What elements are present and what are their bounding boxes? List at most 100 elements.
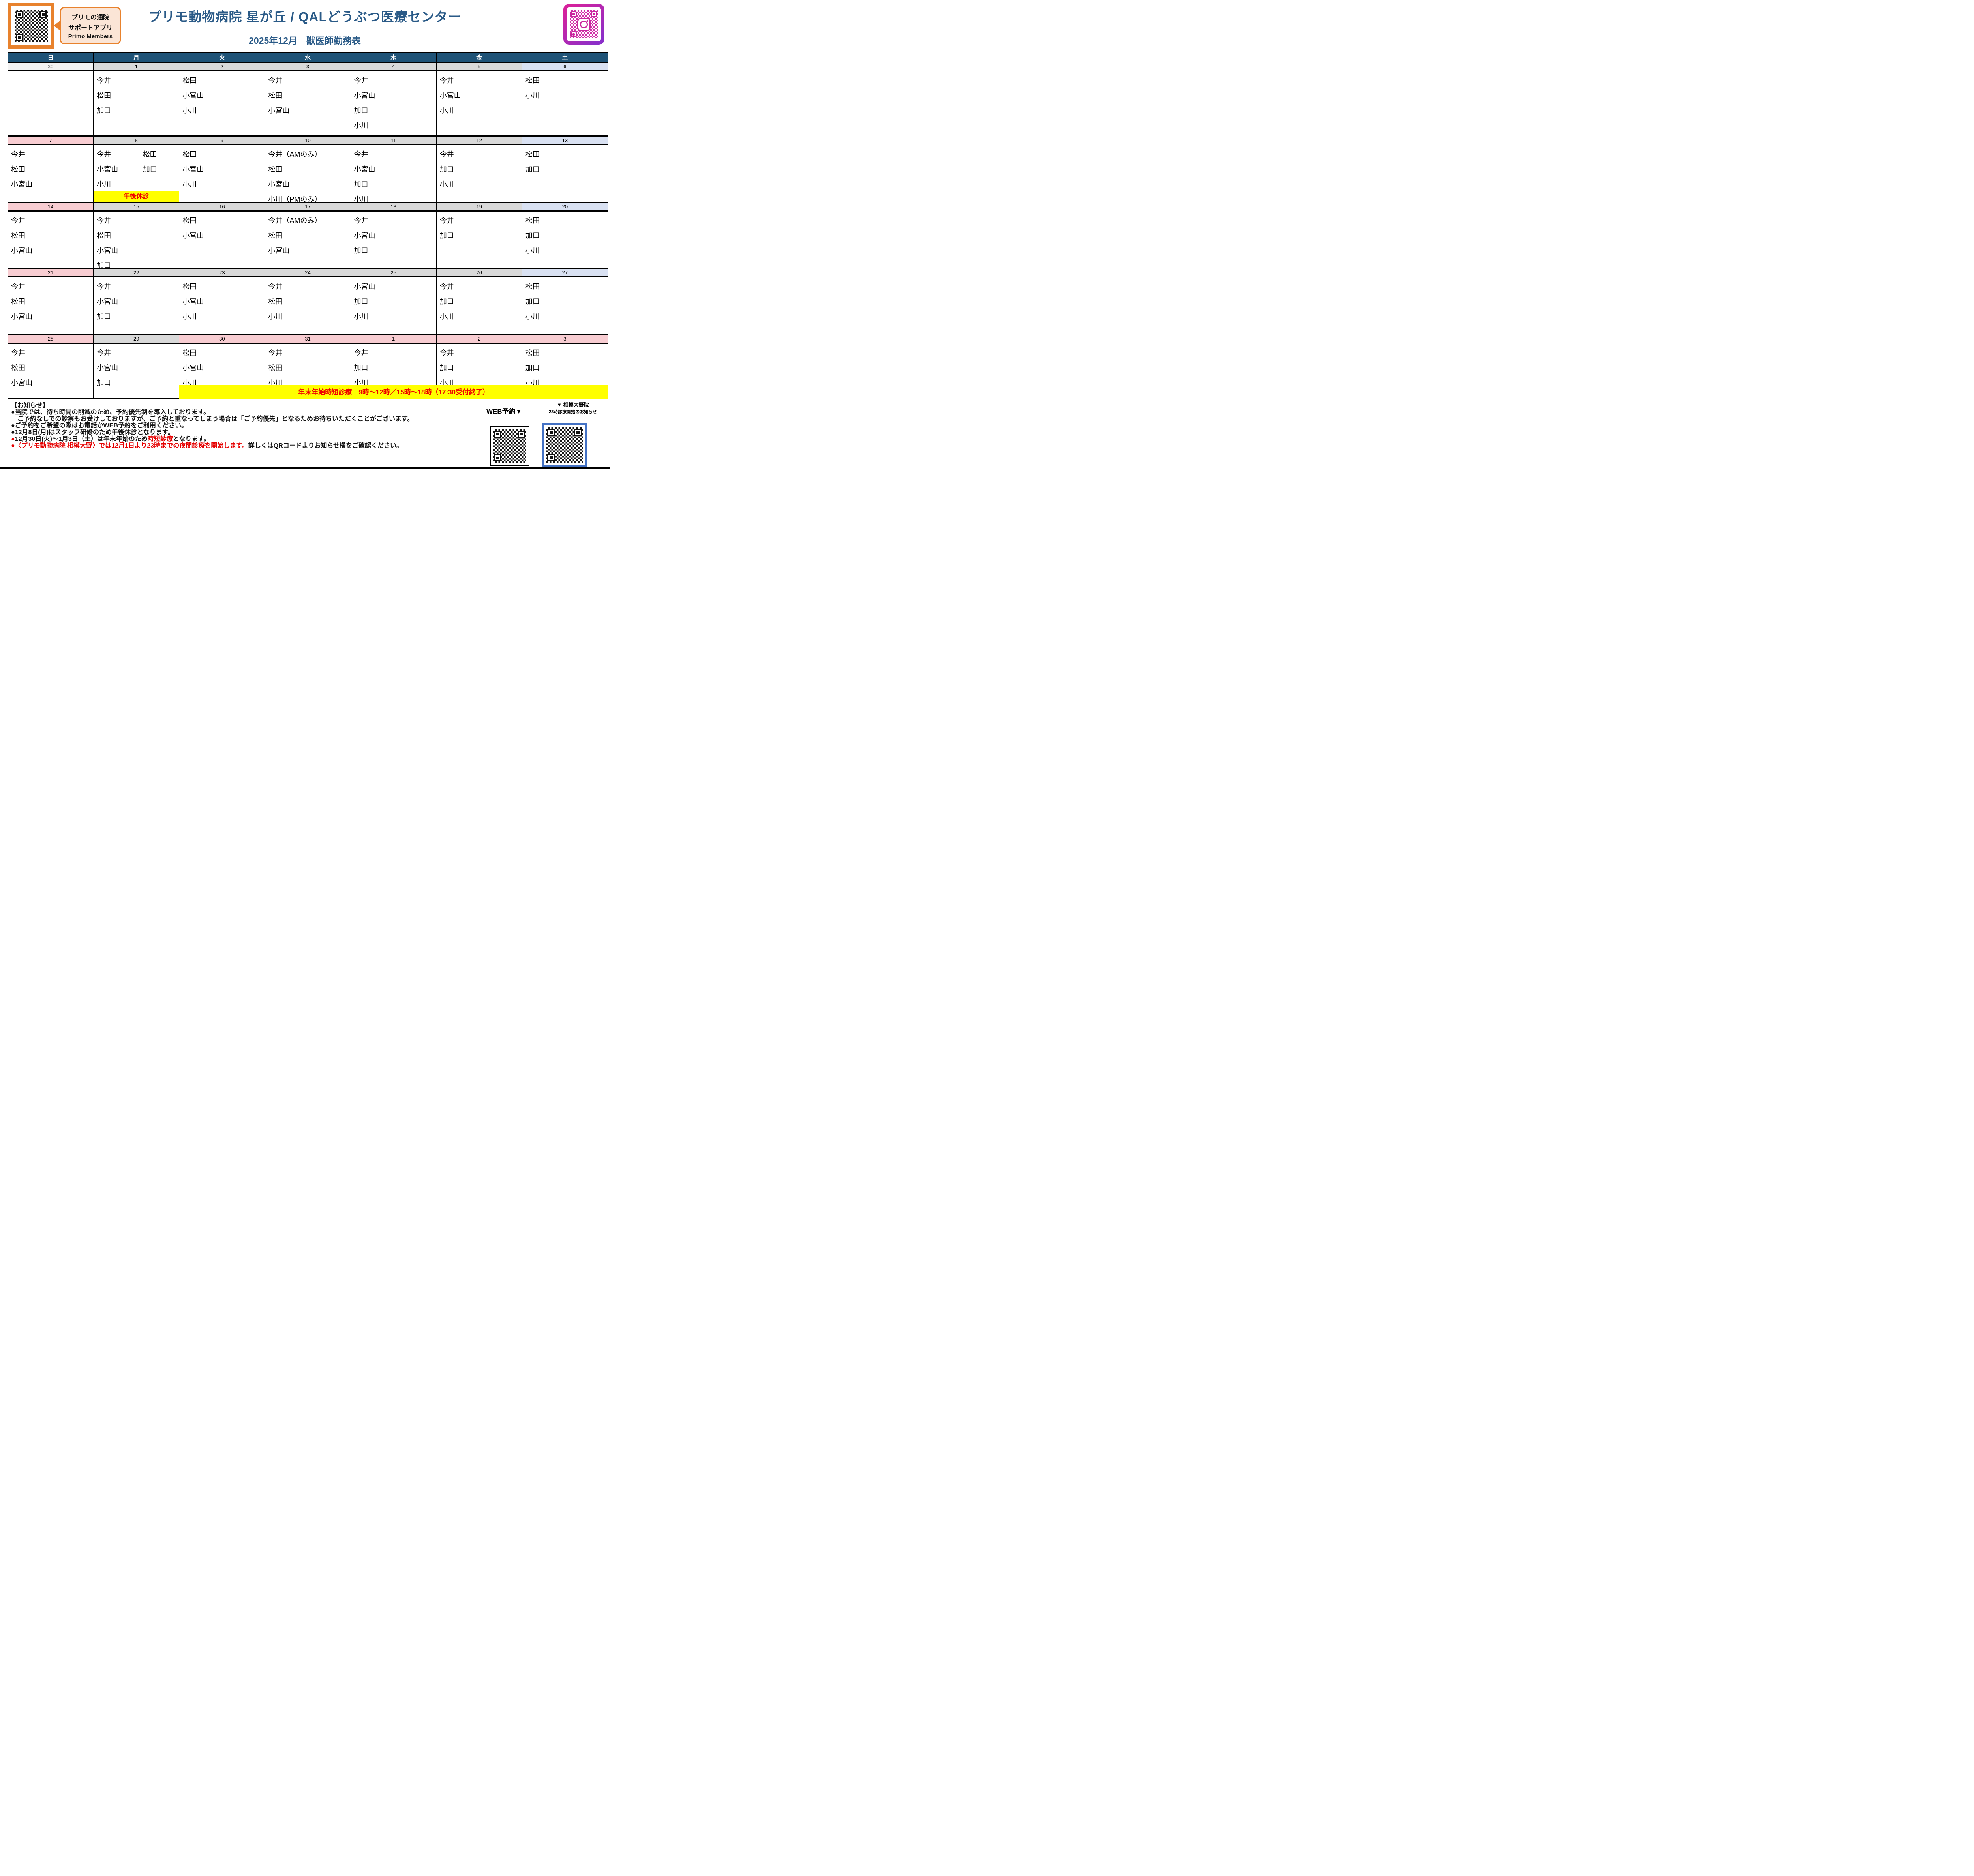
doctor-name: 今井 (11, 283, 25, 290)
web-reserve-qr (490, 426, 529, 466)
notice-line: ●ご予約をご希望の際はお電話かWEB予約をご利用ください。 (11, 422, 477, 429)
doctor-name: 松田 (268, 92, 283, 99)
doctor-row: 松田 (525, 149, 608, 164)
doctor-name: 小宮山 (354, 92, 375, 99)
doctor-name: 小宮山 (182, 165, 204, 173)
doctor-row: 松田 (525, 75, 608, 90)
doctor-name: 小川 (97, 180, 111, 188)
doctor-row: 小宮山 (97, 296, 179, 311)
date-cell: 11 (351, 137, 437, 145)
date-cell: 29 (94, 335, 180, 344)
doctor-name: 小宮山 (182, 232, 204, 240)
primo-app-qr-frame (8, 3, 54, 49)
date-cell: 19 (436, 203, 522, 212)
day-cell: 松田 小宮山 小川 (179, 71, 265, 137)
date-cell: 16 (179, 203, 265, 212)
doctor-name: 松田 (182, 217, 197, 225)
doctor-name: 松田 (11, 165, 25, 173)
doctor-row: 小宮山 (11, 377, 93, 392)
day-cell: 松田 小宮山 小川 (179, 277, 265, 335)
doctor-name: 松田 (182, 77, 197, 84)
doctor-name: 小川 (439, 313, 454, 320)
doctor-name: 小川 (354, 379, 368, 387)
doctor-row: 今井 (97, 281, 179, 296)
qr-finder-icon (518, 430, 525, 438)
doctor-row: 今井（AMのみ） (268, 149, 350, 164)
doctor-name: 小宮山 (11, 313, 32, 320)
day-cell (8, 71, 94, 137)
doctor-name: 加口 (354, 180, 368, 188)
doctor-row: 加口 (525, 164, 608, 179)
qr-finder-icon (547, 428, 555, 437)
doctor-name: 小川 (182, 180, 197, 188)
date-cell: 15 (94, 203, 180, 212)
day-cell: 今井 松田 小宮山 加口 (94, 212, 180, 269)
doctor-name: 小宮山 (439, 92, 461, 99)
doctor-name: 今井 (439, 349, 454, 357)
weekday-header: 水 (265, 53, 351, 63)
doctor-name: 加口 (97, 262, 111, 269)
doctor-name: 松田 (97, 92, 111, 99)
doctor-name: 小川 (525, 92, 540, 99)
doctor-row: 松田 (182, 281, 265, 296)
doctor-name: 今井 (439, 150, 454, 158)
doctor-row: 小宮山 (182, 164, 265, 179)
page-title: プリモ動物病院 星が丘 / QALどうぶつ医療センター (148, 9, 462, 24)
sagamiono-qr (542, 423, 587, 467)
doctor-row: 今井 (268, 75, 350, 90)
instagram-qr-inner (567, 7, 601, 41)
date-cell: 12 (436, 137, 522, 145)
notices-heading: 【お知らせ】 (11, 402, 49, 409)
doctor-row: 松田 (182, 75, 265, 90)
doctor-name: 今井 (11, 349, 25, 357)
doctor-row: 今井 (354, 347, 436, 362)
bubble-line: プリモの通院 (71, 14, 109, 21)
doctor-name: 今井 (354, 349, 368, 357)
doctor-name: 小川（PMのみ） (268, 195, 322, 203)
doctor-name: 小宮山 (354, 232, 375, 240)
doctor-row: 松田 (268, 164, 350, 179)
date-cell: 23 (179, 269, 265, 277)
doctor-row: 松田 (268, 296, 350, 311)
sagamiono-label: ▼ 相模大野院 23時診療開始のお知らせ (537, 401, 609, 415)
doctor-row: 今井 (97, 75, 179, 90)
date-cell: 26 (436, 269, 522, 277)
doctor-row: 松田 (182, 215, 265, 230)
doctor-row: 小川 (440, 179, 522, 194)
qr-finder-icon (591, 11, 597, 17)
doctor-name: 小川 (354, 195, 368, 203)
date-strip-row: 21 22 23 24 25 26 27 (8, 269, 608, 277)
date-cell: 27 (522, 269, 608, 277)
doctor-row: 今井 (268, 281, 350, 296)
doctor-name: 小川 (439, 379, 454, 387)
doctor-row: 今井 (11, 149, 93, 164)
notice-text: ●〈プリモ動物病院 相模大野〉では12月1日より23時までの夜間診療を開始します… (11, 442, 248, 449)
doctor-name: 小川 (525, 379, 540, 387)
doctor-name: 松田 (268, 232, 283, 240)
date-cell: 7 (8, 137, 94, 145)
qr-finder-icon (494, 454, 501, 462)
notice-line: ●12月8日(月)はスタッフ研修のため午後休診となります。 (11, 429, 477, 436)
doctor-name: 今井 (439, 283, 454, 290)
date-cell: 4 (351, 63, 437, 71)
doctor-name: 小宮山 (11, 247, 32, 255)
doctor-name: 今井 (97, 349, 111, 357)
doctor-row: 加口 (97, 311, 179, 326)
doctor-row: 今井 (440, 215, 522, 230)
doctor-row: 加口 (440, 164, 522, 179)
doctor-row: 小宮山 (11, 245, 93, 260)
notices-block: 【お知らせ】 ●当院では、待ち時間の削減のため、予約優先制を導入しております。 … (11, 402, 477, 449)
doctor-name: 加口 (97, 379, 111, 387)
doctor-row: 小川 (525, 311, 608, 326)
doctor-row: 小宮山 (268, 245, 350, 260)
doctor-name: 今井 (354, 217, 368, 225)
date-cell: 30 (8, 63, 94, 71)
doctor-row: 小宮山 (354, 230, 436, 245)
doctor-row: 加口 (354, 179, 436, 194)
doctor-name: 今井 (97, 77, 111, 84)
doctor-row: 小川 (525, 245, 608, 260)
yearend-banner: 年末年始時短診療 9時～12時／15時～18時（17:30受付終了） (179, 385, 608, 399)
doctor-row: 加口 (525, 230, 608, 245)
doctor-row: 小川 (268, 311, 350, 326)
doctor-name: 小川 (525, 247, 540, 255)
